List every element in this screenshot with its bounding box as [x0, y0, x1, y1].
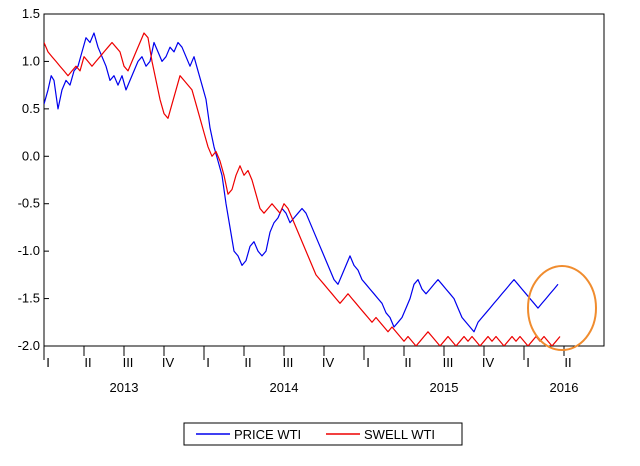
legend-label-price-wti: PRICE WTI: [234, 427, 301, 442]
y-axis: 1.5 1.0 0.5 0.0 -0.5 -1.0 -1.5 -2.0: [18, 6, 49, 353]
x-quarter-label: I: [526, 355, 530, 370]
x-quarter-label: IV: [482, 355, 495, 370]
x-quarter-label: IV: [162, 355, 175, 370]
x-quarter-label: I: [206, 355, 210, 370]
y-tick-label: -1.5: [18, 291, 40, 306]
y-tick-label: 0.5: [22, 101, 40, 116]
y-tick-label: 1.5: [22, 6, 40, 21]
x-year-label: 2014: [270, 380, 299, 395]
y-tick-label: 0.0: [22, 148, 40, 163]
legend-label-swell-wti: SWELL WTI: [364, 427, 435, 442]
series-line-price-wti: [44, 32, 559, 333]
x-year-label: 2016: [550, 380, 579, 395]
series-line-swell-wti: [44, 32, 561, 346]
x-quarter-label: IV: [322, 355, 335, 370]
legend-box: [183, 422, 463, 446]
x-quarter-label: I: [46, 355, 50, 370]
x-quarter-label: III: [443, 355, 454, 370]
x-quarter-label: II: [564, 355, 571, 370]
y-tick-label: 1.0: [22, 53, 40, 68]
x-quarter-label: III: [123, 355, 134, 370]
series-layer: [44, 32, 561, 346]
y-tick-label: -2.0: [18, 338, 40, 353]
y-tick-label: -1.0: [18, 243, 40, 258]
x-year-label: 2015: [430, 380, 459, 395]
x-quarter-label: I: [366, 355, 370, 370]
annotation-layer: [527, 265, 597, 352]
x-quarter-label: II: [244, 355, 251, 370]
y-tick-label: -0.5: [18, 196, 40, 211]
legend: PRICE WTI SWELL WTI: [183, 422, 463, 446]
plot-area: [43, 13, 605, 347]
x-quarter-label: II: [84, 355, 91, 370]
highlight-ellipse: [527, 265, 597, 352]
x-quarter-label: III: [283, 355, 294, 370]
x-year-label: 2013: [110, 380, 139, 395]
x-quarter-label: II: [404, 355, 411, 370]
